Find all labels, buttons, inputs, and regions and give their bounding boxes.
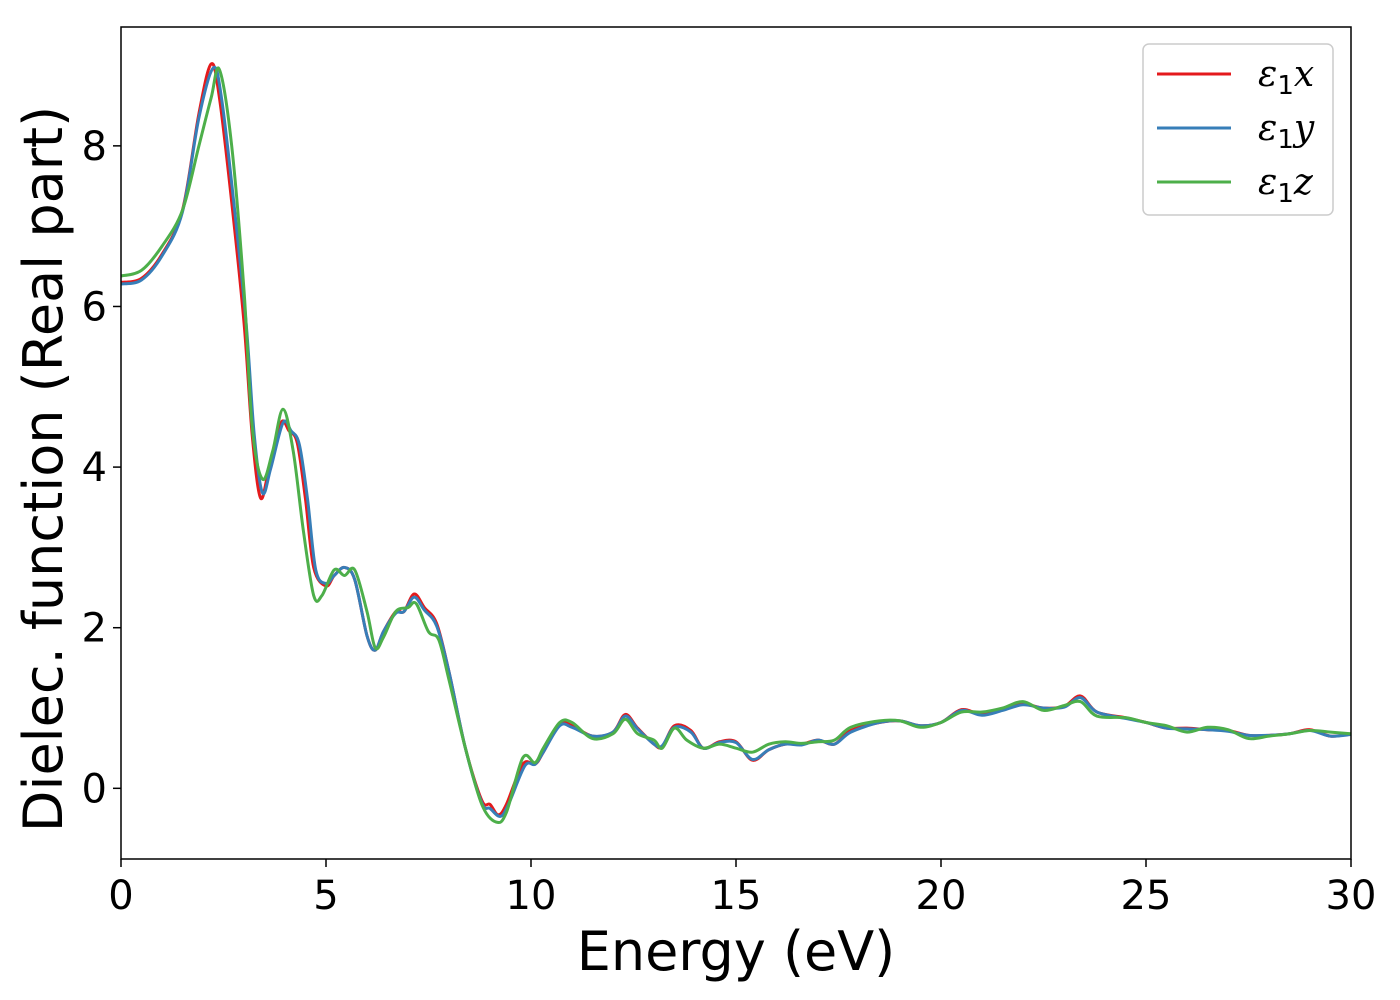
y-tick-label: 6 (82, 284, 107, 330)
x-axis-ticks: 0 5 10 15 20 25 30 (108, 859, 1376, 919)
y-axis-ticks: 0 2 4 6 8 (82, 124, 121, 812)
x-tick-label: 30 (1326, 873, 1377, 919)
legend-box (1142, 43, 1334, 216)
y-axis-label: Dielec. function (Real part) (12, 106, 75, 832)
legend-items: ε1x ε1y ε1z (1157, 54, 1315, 209)
x-tick-label: 5 (313, 873, 338, 919)
y-tick-label: 8 (82, 124, 107, 170)
legend-label-z: ε1z (1258, 162, 1314, 209)
x-tick-label: 20 (916, 873, 967, 919)
legend-label-x: ε1x (1258, 54, 1314, 101)
x-tick-label: 15 (711, 873, 762, 919)
x-tick-label: 25 (1121, 873, 1172, 919)
series-lines (121, 62, 1351, 825)
y-tick-label: 2 (82, 606, 107, 652)
x-axis-label: Energy (eV) (577, 920, 896, 983)
x-tick-label: 10 (506, 873, 557, 919)
legend-label-y: ε1y (1258, 108, 1315, 155)
y-tick-label: 0 (82, 766, 107, 812)
series-line-z (121, 66, 1351, 825)
x-tick-label: 0 (108, 873, 133, 919)
legend: ε1x ε1y ε1z (1142, 43, 1334, 216)
y-tick-label: 4 (82, 445, 107, 491)
